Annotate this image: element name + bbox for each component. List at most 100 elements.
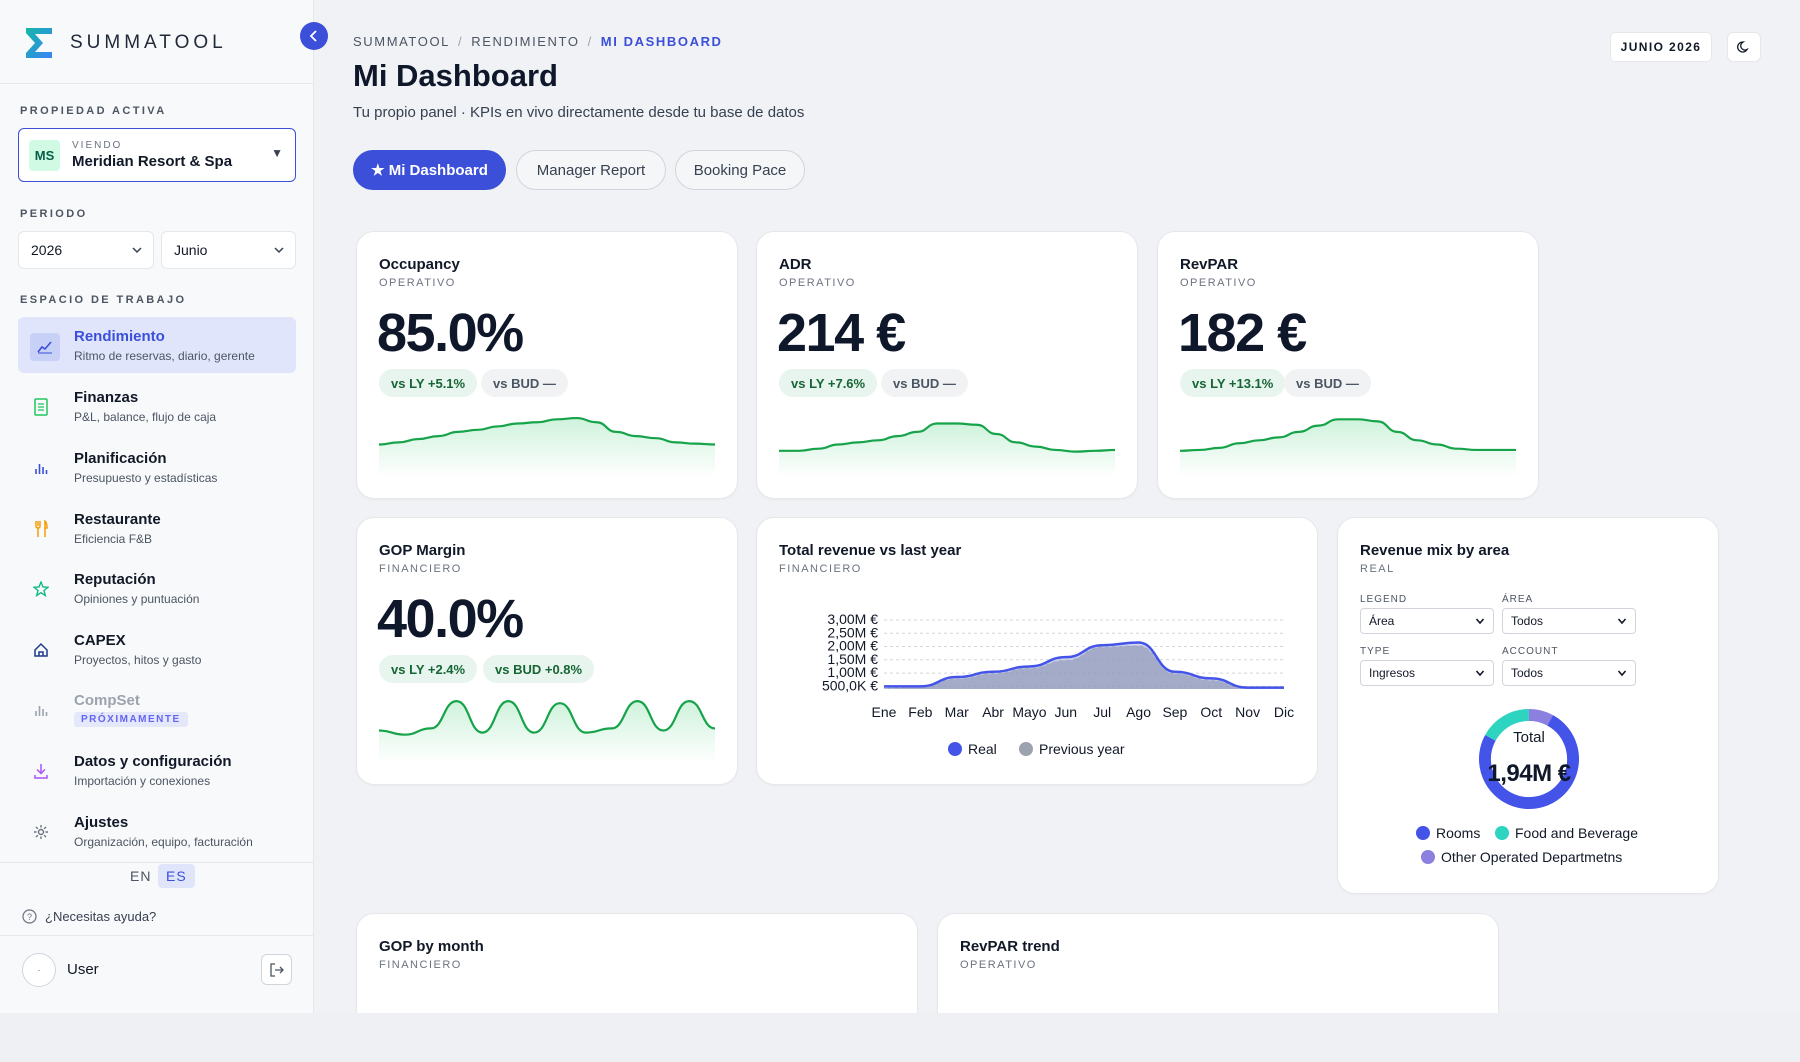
sidebar-item-title: Planificación xyxy=(74,450,167,467)
period-label: PERIODO xyxy=(20,208,88,220)
collapse-sidebar-button[interactable] xyxy=(300,22,328,50)
card-category: OPERATIVO xyxy=(379,277,456,289)
donut-slice xyxy=(1528,709,1553,726)
vs-ly-pill: vs LY +2.4% xyxy=(379,655,478,683)
tab-booking-pace[interactable]: Booking Pace xyxy=(675,150,805,190)
donut-slice xyxy=(1485,709,1530,742)
avatar[interactable]: · xyxy=(22,953,56,987)
x-tick-label: Mar xyxy=(945,704,969,720)
sidebar-item-title: Ajustes xyxy=(74,814,129,831)
vs-bud-pill: vs BUD — xyxy=(881,369,968,397)
breadcrumb-current: MI DASHBOARD xyxy=(600,34,723,49)
sparkline-area xyxy=(379,418,715,477)
x-tick-label: Dic xyxy=(1274,704,1294,720)
x-tick-label: Ago xyxy=(1126,704,1151,720)
legend-label: Other Operated Departmetns xyxy=(1441,849,1623,865)
vs-bud-pill: vs BUD — xyxy=(1284,369,1371,397)
help-link[interactable]: ? ¿Necesitas ayuda? xyxy=(22,909,156,924)
sidebar-item-capex[interactable]: CAPEX Proyectos, hitos y gasto xyxy=(18,621,296,677)
x-tick-label: Ene xyxy=(872,704,897,720)
sidebar-item-subtitle: Eficiencia F&B xyxy=(74,532,153,546)
sidebar-item-datos[interactable]: Datos y configuración Importación y cone… xyxy=(18,742,296,798)
sidebar-item-subtitle: Ritmo de reservas, diario, gerente xyxy=(74,349,255,363)
tab-manager-report[interactable]: Manager Report xyxy=(516,150,666,190)
card-title: GOP Margin xyxy=(379,542,466,559)
tab-mi-dashboard[interactable]: ★ Mi Dashboard xyxy=(353,150,506,190)
legend-label: Previous year xyxy=(1039,741,1125,757)
property-name: Meridian Resort & Spa xyxy=(72,153,233,170)
revenue-mix-card: Revenue mix by area REAL LEGEND Área ÁRE… xyxy=(1337,517,1719,894)
sidebar-item-restaurante[interactable]: Restaurante Eficiencia F&B xyxy=(18,500,296,556)
revenue-chart-card: Total revenue vs last year FINANCIERO 3,… xyxy=(756,517,1318,785)
logout-button[interactable] xyxy=(261,954,292,985)
account-select[interactable]: Todos xyxy=(1502,660,1636,686)
sparkline-area xyxy=(379,701,715,763)
divider xyxy=(0,862,314,863)
card-title: Revenue mix by area xyxy=(1360,542,1510,559)
sidebar-item-planificacion[interactable]: Planificación Presupuesto y estadísticas xyxy=(18,439,296,495)
theme-toggle-button[interactable] xyxy=(1727,32,1761,62)
sidebar-item-title: CAPEX xyxy=(74,632,126,649)
divider xyxy=(0,83,314,84)
breadcrumb-item[interactable]: SUMMATOOL xyxy=(353,34,450,49)
legend-item-other-departments[interactable]: Other Operated Departmetns xyxy=(1421,849,1622,865)
x-tick-label: Oct xyxy=(1200,704,1222,720)
legend-item-previous[interactable]: Previous year xyxy=(1019,741,1125,757)
card-title: Total revenue vs last year xyxy=(779,542,962,559)
area-select-label: ÁREA xyxy=(1502,594,1534,605)
lang-en-button[interactable]: EN xyxy=(130,868,152,884)
sidebar-item-subtitle: Importación y conexiones xyxy=(74,774,211,788)
legend-swatch xyxy=(1495,826,1509,840)
card-title: ADR xyxy=(779,256,812,273)
coming-soon-badge: PRÓXIMAMENTE xyxy=(74,712,188,727)
month-select[interactable]: Junio xyxy=(161,231,296,269)
area-select[interactable]: Todos xyxy=(1502,608,1636,634)
document-icon xyxy=(30,396,52,418)
legend-swatch xyxy=(1416,826,1430,840)
legend-item-real[interactable]: Real xyxy=(948,741,997,757)
logo-text: SUMMATOOL xyxy=(70,32,227,53)
sparkline-area xyxy=(779,423,1115,477)
help-text: ¿Necesitas ayuda? xyxy=(45,909,157,924)
sparkline xyxy=(379,699,715,763)
lang-es-button[interactable]: ES xyxy=(158,864,195,888)
y-tick-label: 1,00M € xyxy=(827,664,878,680)
legend-select[interactable]: Área xyxy=(1360,608,1494,634)
sidebar-item-finanzas[interactable]: Finanzas P&L, balance, flujo de caja xyxy=(18,378,296,434)
date-badge[interactable]: JUNIO 2026 xyxy=(1610,32,1712,62)
logout-icon xyxy=(269,962,284,977)
sidebar-item-subtitle: Opiniones y puntuación xyxy=(74,592,200,606)
sidebar-item-rendimiento[interactable]: Rendimiento Ritmo de reservas, diario, g… xyxy=(18,317,296,373)
x-tick-label: Mayo xyxy=(1012,704,1046,720)
x-tick-label: Sep xyxy=(1162,704,1187,720)
legend-item-food-beverage[interactable]: Food and Beverage xyxy=(1495,825,1638,841)
vs-ly-pill: vs LY +13.1% xyxy=(1180,369,1286,397)
user-name: User xyxy=(67,961,99,978)
logo[interactable]: SUMMATOOL xyxy=(24,26,227,60)
kpi-value: 40.0% xyxy=(377,589,524,649)
x-tick-label: Feb xyxy=(908,704,932,720)
sidebar-item-subtitle: Organización, equipo, facturación xyxy=(74,835,253,849)
real-line xyxy=(884,641,1284,689)
legend-item-rooms[interactable]: Rooms xyxy=(1416,825,1480,841)
fork-knife-icon xyxy=(30,518,52,540)
y-tick-label: 500,0K € xyxy=(822,677,878,693)
sidebar-item-reputacion[interactable]: Reputación Opiniones y puntuación xyxy=(18,560,296,616)
account-select-label: ACCOUNT xyxy=(1502,646,1559,657)
x-tick-label: Abr xyxy=(982,704,1004,720)
year-select[interactable]: 2026 xyxy=(18,231,154,269)
moon-icon xyxy=(1737,41,1749,53)
y-tick-label: 2,00M € xyxy=(827,638,878,654)
sidebar-item-title: Restaurante xyxy=(74,511,161,528)
breadcrumb-item[interactable]: RENDIMIENTO xyxy=(471,34,580,49)
type-select[interactable]: Ingresos xyxy=(1360,660,1494,686)
kpi-value: 182 € xyxy=(1178,303,1307,363)
kpi-card-adr: ADR OPERATIVO 214 € vs LY +7.6% vs BUD — xyxy=(756,231,1138,499)
account-select-value: Todos xyxy=(1511,666,1544,680)
sidebar-item-ajustes[interactable]: Ajustes Organización, equipo, facturació… xyxy=(18,803,296,859)
sidebar-item-title: CompSet xyxy=(74,692,140,709)
legend-swatch xyxy=(1421,850,1435,864)
chevron-down-icon xyxy=(132,247,142,254)
sidebar: SUMMATOOL PROPIEDAD ACTIVA MS VIENDO Mer… xyxy=(0,0,314,1013)
property-selector[interactable]: MS VIENDO Meridian Resort & Spa ▼ xyxy=(18,128,296,182)
